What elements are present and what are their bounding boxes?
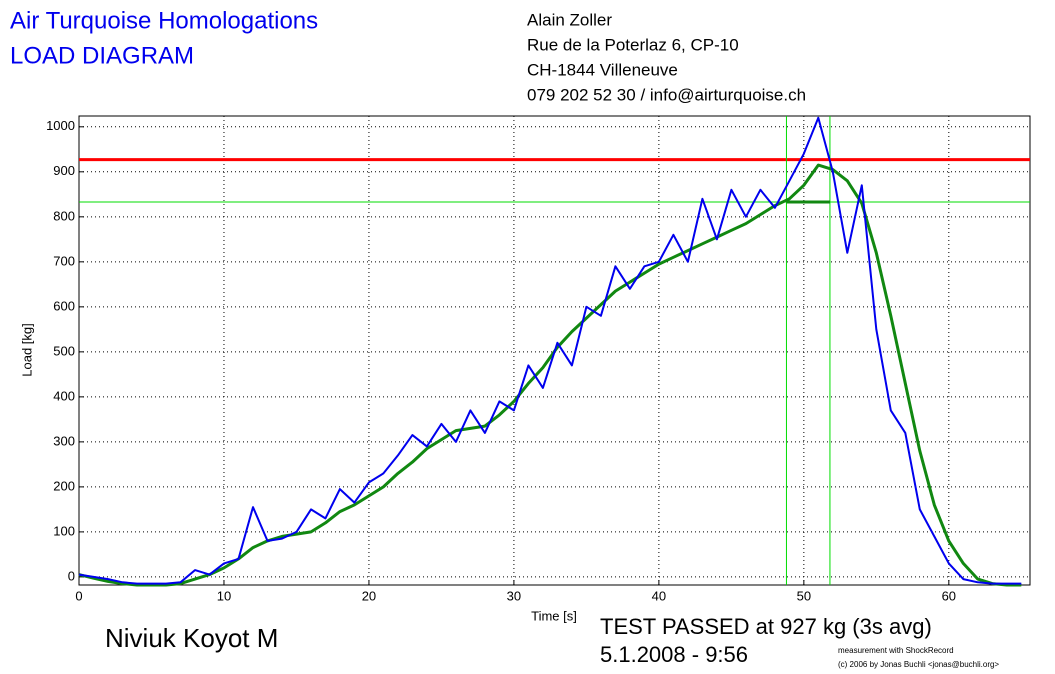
x-tick-label: 0 — [75, 588, 82, 603]
address-line: Alain Zoller — [527, 10, 612, 29]
credits: (c) 2006 by Jonas Buchli <jonas@buchli.o… — [838, 660, 999, 669]
address-line: Rue de la Poterlaz 6, CP-10 — [527, 35, 739, 54]
test-result: TEST PASSED at 927 kg (3s avg) — [600, 614, 932, 639]
x-tick-label: 20 — [362, 588, 376, 603]
y-axis-label: Load [kg] — [19, 323, 34, 377]
y-tick-label: 300 — [53, 433, 75, 448]
chart-subtitle: LOAD DIAGRAM — [10, 42, 194, 69]
address-line: CH-1844 Villeneuve — [527, 60, 678, 79]
x-tick-label: 50 — [797, 588, 811, 603]
data-line — [78, 116, 1022, 585]
y-tick-label: 1000 — [46, 118, 75, 133]
y-tick-label: 800 — [53, 208, 75, 223]
x-tick-label: 30 — [507, 588, 521, 603]
x-tick-label: 60 — [942, 588, 956, 603]
x-tick-label: 10 — [217, 588, 231, 603]
test-date: 5.1.2008 - 9:56 — [600, 642, 748, 667]
y-tick-label: 900 — [53, 163, 75, 178]
x-tick-label: 40 — [652, 588, 666, 603]
x-axis-label: Time [s] — [531, 608, 577, 623]
y-tick-label: 500 — [53, 343, 75, 358]
y-tick-label: 700 — [53, 253, 75, 268]
y-tick-label: 600 — [53, 298, 75, 313]
y-tick-label: 200 — [53, 478, 75, 493]
y-tick-label: 100 — [53, 523, 75, 538]
y-tick-label: 0 — [68, 568, 75, 583]
plot-frame — [78, 115, 1031, 586]
address-line: 079 202 52 30 / info@airturquoise.ch — [527, 85, 806, 104]
y-tick-label: 400 — [53, 388, 75, 403]
credits: measurement with ShockRecord — [838, 646, 954, 655]
glider-name: Niviuk Koyot M — [105, 623, 278, 653]
chart-title: Air Turquoise Homologations — [10, 7, 318, 34]
